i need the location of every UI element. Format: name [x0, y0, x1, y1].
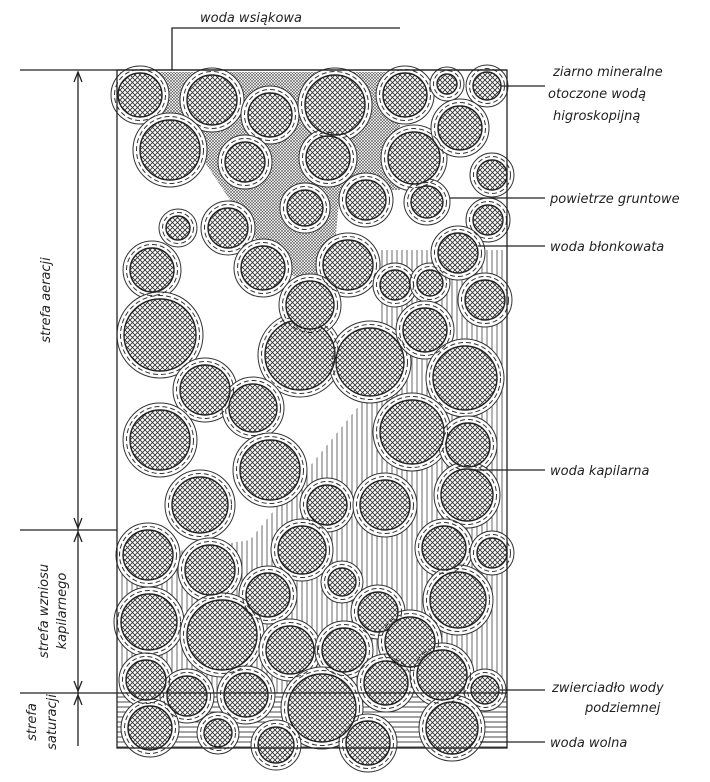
grain: [224, 673, 268, 717]
grain: [258, 727, 294, 763]
label-air: powietrze gruntowe: [549, 192, 680, 207]
grain: [430, 572, 486, 628]
grain: [204, 719, 232, 747]
grain: [229, 384, 277, 432]
label-grain: ziarno mineralne: [552, 65, 663, 80]
grain: [323, 240, 373, 290]
grain: [473, 205, 503, 235]
grain: [286, 281, 334, 329]
grain: [346, 180, 386, 220]
label-film: woda błonkowata: [550, 240, 664, 255]
grain: [118, 73, 162, 117]
grain: [383, 73, 427, 117]
grain: [403, 308, 447, 352]
grain: [307, 485, 347, 525]
grain: [140, 120, 200, 180]
grain: [128, 706, 172, 750]
diagram: woda wsiąkowa ziarno mineralne otoczone …: [0, 0, 710, 778]
grain: [328, 568, 356, 596]
grain: [180, 365, 230, 415]
grain: [336, 328, 404, 396]
label-infiltration: woda wsiąkowa: [200, 11, 302, 26]
label-grain: higroskopijną: [553, 109, 640, 124]
grain: [167, 676, 207, 716]
label-water-table: zwierciadło wody: [551, 681, 664, 696]
grain: [130, 248, 174, 292]
grain: [266, 626, 314, 674]
grain: [265, 320, 335, 390]
grain: [477, 160, 507, 190]
grain: [322, 628, 366, 672]
grain: [225, 142, 265, 182]
grain: [346, 721, 390, 765]
grain: [123, 530, 173, 580]
grain: [172, 477, 228, 533]
grain: [364, 661, 408, 705]
grain: [437, 74, 457, 94]
grain: [240, 440, 300, 500]
grain: [380, 400, 444, 464]
grain: [438, 106, 482, 150]
grain: [130, 410, 190, 470]
grain: [411, 186, 443, 218]
zone-capillary: kapilarnego: [55, 573, 70, 650]
label-grain: otoczone wodą: [548, 87, 646, 102]
grain: [360, 480, 410, 530]
grain: [477, 538, 507, 568]
grain: [187, 75, 237, 125]
grain: [433, 346, 497, 410]
grain: [288, 674, 356, 742]
grain: [124, 299, 196, 371]
grain: [185, 545, 235, 595]
grain: [126, 660, 166, 700]
grain: [246, 573, 290, 617]
grain: [441, 469, 493, 521]
grain: [438, 233, 478, 273]
grain: [166, 216, 190, 240]
grain: [446, 423, 490, 467]
grain: [187, 600, 257, 670]
grain: [426, 702, 478, 754]
grain: [306, 136, 350, 180]
label-capillary: woda kapilarna: [550, 464, 649, 479]
zone-saturation: strefa: [25, 703, 40, 741]
zone-aeration: strefa aeracji: [39, 257, 54, 343]
label-free: woda wolna: [550, 736, 627, 751]
grain: [417, 270, 443, 296]
zone-capillary: strefa wzniosu: [37, 564, 52, 658]
zone-saturation: saturacji: [45, 694, 60, 750]
grain: [278, 526, 326, 574]
grain: [287, 190, 323, 226]
grain: [422, 526, 466, 570]
grain: [248, 93, 292, 137]
grain: [208, 208, 248, 248]
grain: [121, 594, 177, 650]
grain: [388, 132, 440, 184]
grain: [465, 280, 505, 320]
grain: [305, 75, 365, 135]
grain: [380, 270, 410, 300]
label-water-table: podziemnej: [584, 701, 661, 716]
grain: [471, 676, 499, 704]
grain: [473, 72, 501, 100]
grain: [241, 246, 285, 290]
